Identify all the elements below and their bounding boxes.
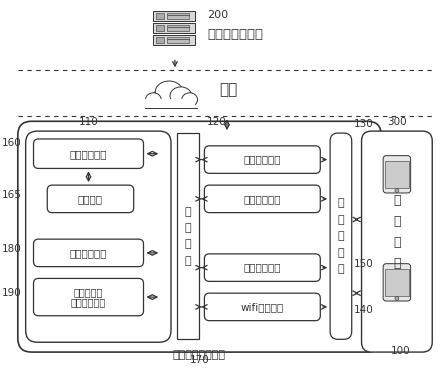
Ellipse shape [182, 93, 198, 106]
Ellipse shape [150, 91, 170, 106]
Text: 网络接入单元: 网络接入单元 [244, 155, 281, 165]
FancyBboxPatch shape [26, 131, 171, 342]
FancyBboxPatch shape [330, 133, 352, 339]
FancyBboxPatch shape [33, 139, 144, 169]
Bar [153, 23, 194, 33]
FancyBboxPatch shape [47, 185, 134, 213]
Bar [153, 35, 194, 45]
FancyBboxPatch shape [204, 185, 320, 213]
Bar [385, 161, 409, 188]
Text: 软件服务单元: 软件服务单元 [244, 194, 281, 204]
Ellipse shape [170, 87, 192, 104]
Text: 数据存储单元: 数据存储单元 [244, 263, 281, 273]
Text: 移动设备充电装置: 移动设备充电装置 [173, 350, 226, 360]
FancyBboxPatch shape [362, 131, 432, 352]
Text: 130: 130 [354, 119, 373, 129]
Bar [167, 25, 189, 27]
Bar [156, 37, 164, 43]
Text: 主
控
单
元: 主 控 单 元 [184, 207, 191, 266]
Text: 160: 160 [2, 138, 22, 148]
Bar [156, 13, 164, 19]
FancyBboxPatch shape [18, 121, 381, 352]
Ellipse shape [145, 93, 161, 106]
Text: wifi服务单元: wifi服务单元 [241, 302, 284, 312]
FancyBboxPatch shape [204, 293, 320, 321]
Bar [153, 11, 194, 21]
Bar [167, 15, 189, 19]
Text: 输出接口单元: 输出接口单元 [71, 297, 106, 307]
Text: 网络数据服务器: 网络数据服务器 [207, 28, 263, 41]
FancyBboxPatch shape [33, 239, 144, 266]
Ellipse shape [155, 81, 183, 103]
Text: 数据接口单元: 数据接口单元 [70, 248, 107, 258]
Text: 移
动
设
备: 移 动 设 备 [393, 194, 401, 270]
Bar [385, 268, 409, 296]
Bar [145, 99, 194, 109]
Text: 180: 180 [2, 244, 22, 254]
Text: 190: 190 [2, 288, 22, 298]
Text: 110: 110 [78, 117, 99, 127]
Text: 电池单元: 电池单元 [78, 194, 103, 204]
Bar [177, 133, 198, 339]
Text: 100: 100 [391, 346, 411, 356]
Text: 300: 300 [387, 117, 407, 127]
Bar [167, 39, 189, 43]
Bar [156, 25, 164, 31]
Text: 170: 170 [190, 355, 209, 365]
Text: 120: 120 [207, 117, 227, 127]
Text: 165: 165 [2, 190, 22, 200]
Bar [167, 13, 189, 15]
FancyBboxPatch shape [383, 264, 411, 301]
Text: 150: 150 [354, 259, 373, 269]
FancyBboxPatch shape [204, 146, 320, 173]
FancyBboxPatch shape [383, 156, 411, 193]
Text: 200: 200 [207, 10, 228, 20]
Bar [167, 37, 189, 39]
Text: 电源管理单元: 电源管理单元 [70, 149, 107, 159]
Text: 充
放
电
单
元: 充 放 电 单 元 [338, 199, 344, 274]
Text: 网络: 网络 [219, 82, 237, 98]
Text: 140: 140 [354, 305, 373, 315]
FancyBboxPatch shape [204, 254, 320, 281]
Bar [167, 27, 189, 31]
FancyBboxPatch shape [33, 278, 144, 316]
Circle shape [395, 296, 399, 301]
Circle shape [395, 189, 399, 192]
Text: 可扩展输入: 可扩展输入 [74, 287, 103, 297]
